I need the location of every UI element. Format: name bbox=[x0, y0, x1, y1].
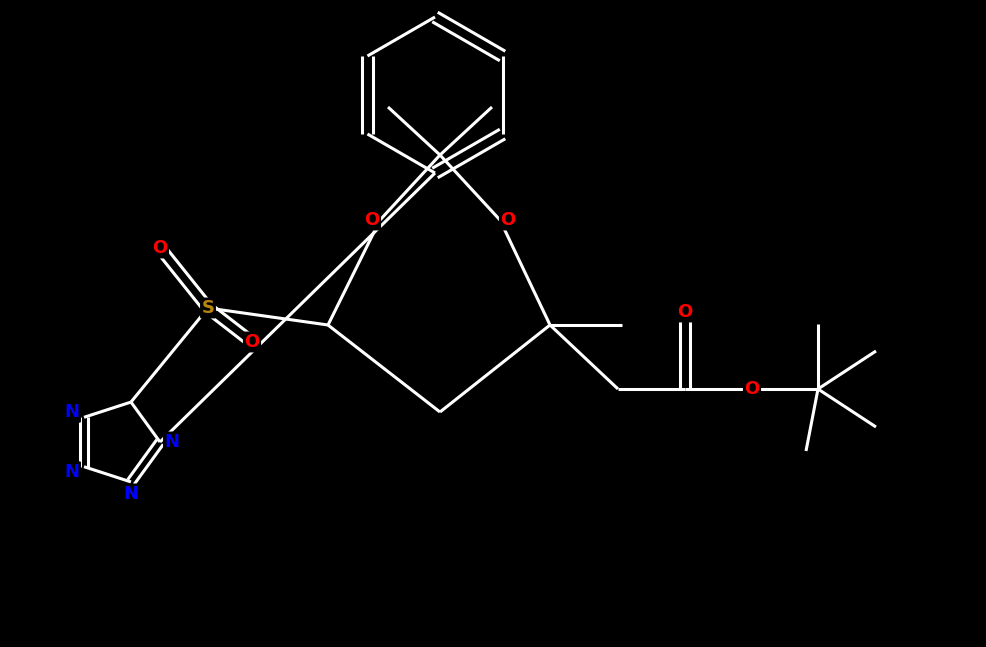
Text: O: O bbox=[245, 333, 259, 351]
Text: O: O bbox=[152, 239, 168, 257]
Text: O: O bbox=[676, 303, 692, 321]
Text: O: O bbox=[500, 211, 515, 229]
Text: N: N bbox=[123, 485, 138, 503]
Text: N: N bbox=[165, 433, 179, 451]
Text: N: N bbox=[64, 463, 80, 481]
Text: S: S bbox=[201, 299, 214, 317]
Text: N: N bbox=[64, 403, 80, 421]
Text: O: O bbox=[743, 380, 759, 398]
Text: O: O bbox=[364, 211, 380, 229]
